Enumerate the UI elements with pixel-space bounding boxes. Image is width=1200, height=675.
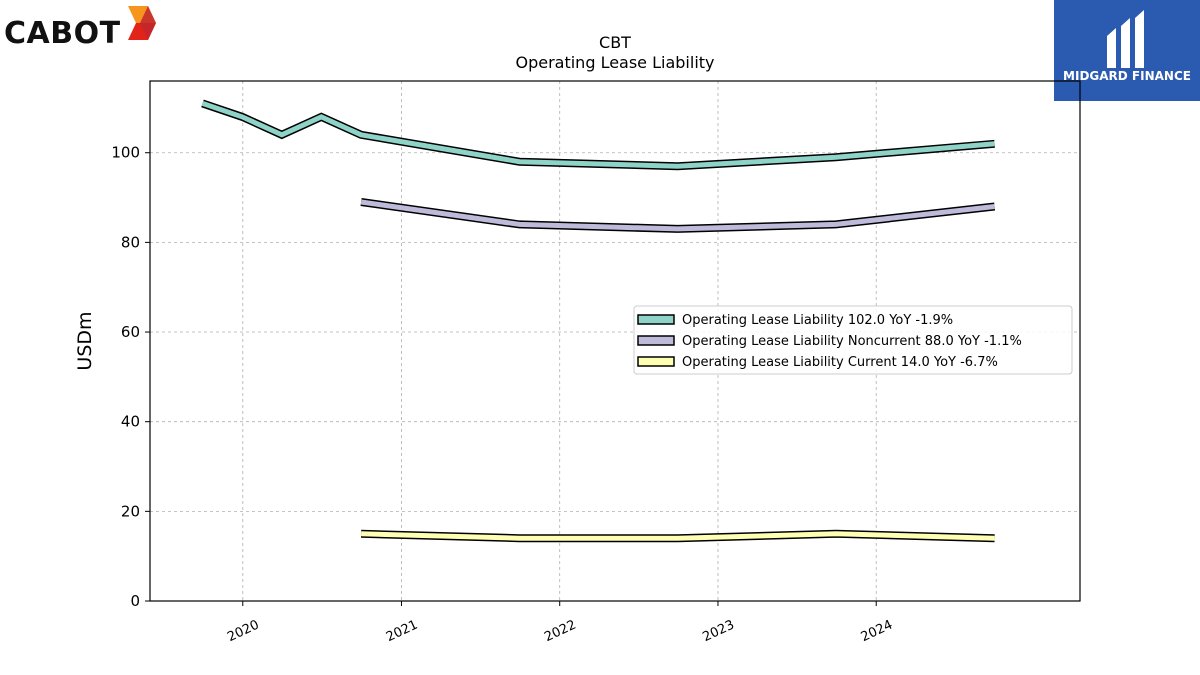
x-tick-label: 2021 bbox=[384, 618, 420, 646]
chart-title: CBT bbox=[599, 33, 631, 52]
legend-swatch bbox=[637, 314, 675, 325]
legend-swatch bbox=[637, 356, 675, 367]
y-tick-label: 80 bbox=[121, 233, 140, 251]
series-line bbox=[201, 101, 995, 169]
series-line bbox=[361, 531, 995, 541]
series-1 bbox=[360, 198, 996, 233]
cabot-logo-text: CABOT bbox=[4, 16, 121, 51]
x-tick-label: 2023 bbox=[700, 618, 736, 646]
x-tick-label: 2020 bbox=[225, 618, 261, 646]
series-0 bbox=[201, 99, 995, 171]
midgard-mark-icon bbox=[1107, 10, 1144, 68]
legend-entry: Operating Lease Liability Current 14.0 Y… bbox=[682, 355, 998, 370]
y-tick-label: 20 bbox=[121, 502, 140, 520]
legend-entry: Operating Lease Liability Noncurrent 88.… bbox=[682, 334, 1022, 349]
legend-box bbox=[633, 305, 1073, 375]
x-tick-label: 2022 bbox=[542, 618, 578, 646]
y-tick-label: 0 bbox=[130, 592, 140, 610]
y-tick-label: 60 bbox=[121, 323, 140, 341]
plot-frame bbox=[149, 80, 1081, 602]
series-line-outline bbox=[201, 99, 995, 171]
legend: Operating Lease Liability 102.0 YoY -1.9… bbox=[633, 305, 1073, 375]
y-tick-label: 40 bbox=[121, 413, 140, 431]
series-2 bbox=[360, 529, 995, 543]
legend-entry: Operating Lease Liability 102.0 YoY -1.9… bbox=[682, 313, 953, 328]
midgard-logo-text: MIDGARD FINANCE bbox=[1063, 69, 1191, 83]
midgard-finance-logo: MIDGARD FINANCE bbox=[1054, 0, 1200, 101]
cabot-logo: CABOT bbox=[4, 4, 164, 54]
x-tick-label: 2024 bbox=[859, 618, 895, 646]
y-tick-label: 100 bbox=[111, 144, 140, 162]
y-axis-label: USDm bbox=[74, 311, 96, 370]
cabot-logo-mark-icon bbox=[128, 6, 156, 40]
legend-swatch bbox=[637, 335, 675, 346]
chart-subtitle: Operating Lease Liability bbox=[515, 53, 714, 72]
series-line bbox=[360, 199, 995, 232]
